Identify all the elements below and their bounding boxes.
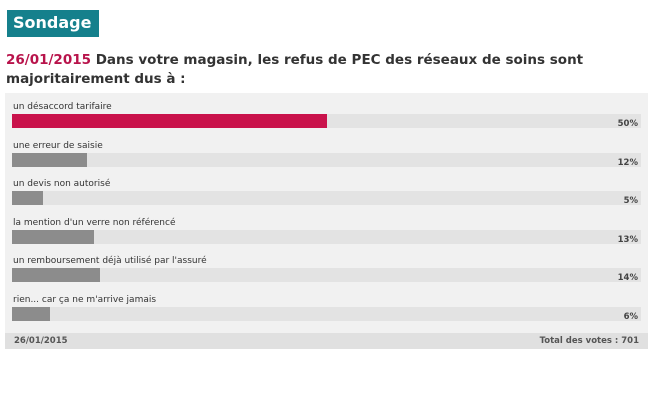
- option-percent: 50%: [617, 119, 638, 129]
- option-percent: 14%: [617, 273, 638, 284]
- option-percent: 5%: [623, 196, 638, 207]
- option-label: la mention d'un verre non référencé: [13, 217, 176, 228]
- poll-results: un désaccord tarifaire 50% une erreur de s…: [5, 93, 648, 349]
- footer-date: 26/01/2015: [14, 335, 68, 346]
- question-date: 26/01/2015: [6, 52, 92, 68]
- poll-title-badge: Sondage: [7, 10, 100, 37]
- poll-option: rien... car ça ne m'arrive jamais 6%: [12, 294, 641, 333]
- poll-option: un remboursement déjà utilisé par l'assu…: [12, 255, 641, 294]
- result-bar: [12, 152, 88, 167]
- result-bar: [12, 191, 44, 206]
- option-label: un remboursement déjà utilisé par l'assu…: [13, 256, 207, 267]
- option-label: un devis non autorisé: [13, 179, 111, 190]
- option-percent: 13%: [617, 234, 638, 245]
- poll-widget: Sondage 26/01/2015 Dans votre magasin, l…: [5, 10, 648, 349]
- result-bar-track: [12, 152, 641, 167]
- option-label: une erreur de saisie: [13, 140, 103, 151]
- poll-option: la mention d'un verre non référencé 13%: [12, 217, 641, 256]
- result-bar-track: [12, 229, 641, 244]
- result-bar: [12, 306, 50, 321]
- result-bar: [12, 114, 327, 128]
- option-percent: 12%: [617, 157, 638, 168]
- option-label: un désaccord tarifaire: [13, 102, 112, 112]
- poll-footer: 26/01/2015 Total des votes : 701: [5, 332, 648, 349]
- poll-option: un désaccord tarifaire 50%: [12, 101, 641, 140]
- option-label: rien... car ça ne m'arrive jamais: [13, 294, 157, 305]
- poll-question: 26/01/2015 Dans votre magasin, les refus…: [6, 51, 646, 89]
- result-bar-track: [12, 268, 641, 283]
- result-bar: [12, 229, 94, 244]
- total-votes: Total des votes : 701: [539, 335, 639, 346]
- option-list: un désaccord tarifaire 50% une erreur de s…: [12, 101, 641, 333]
- result-bar-track: [12, 114, 641, 128]
- result-bar-track: [12, 306, 641, 321]
- result-bar-track: [12, 191, 641, 206]
- result-bar: [12, 268, 101, 283]
- question-text: Dans votre magasin, les refus de PEC des…: [6, 52, 584, 87]
- poll-option: un devis non autorisé 5%: [12, 178, 641, 217]
- poll-option: une erreur de saisie 12%: [12, 140, 641, 179]
- option-percent: 6%: [623, 311, 638, 322]
